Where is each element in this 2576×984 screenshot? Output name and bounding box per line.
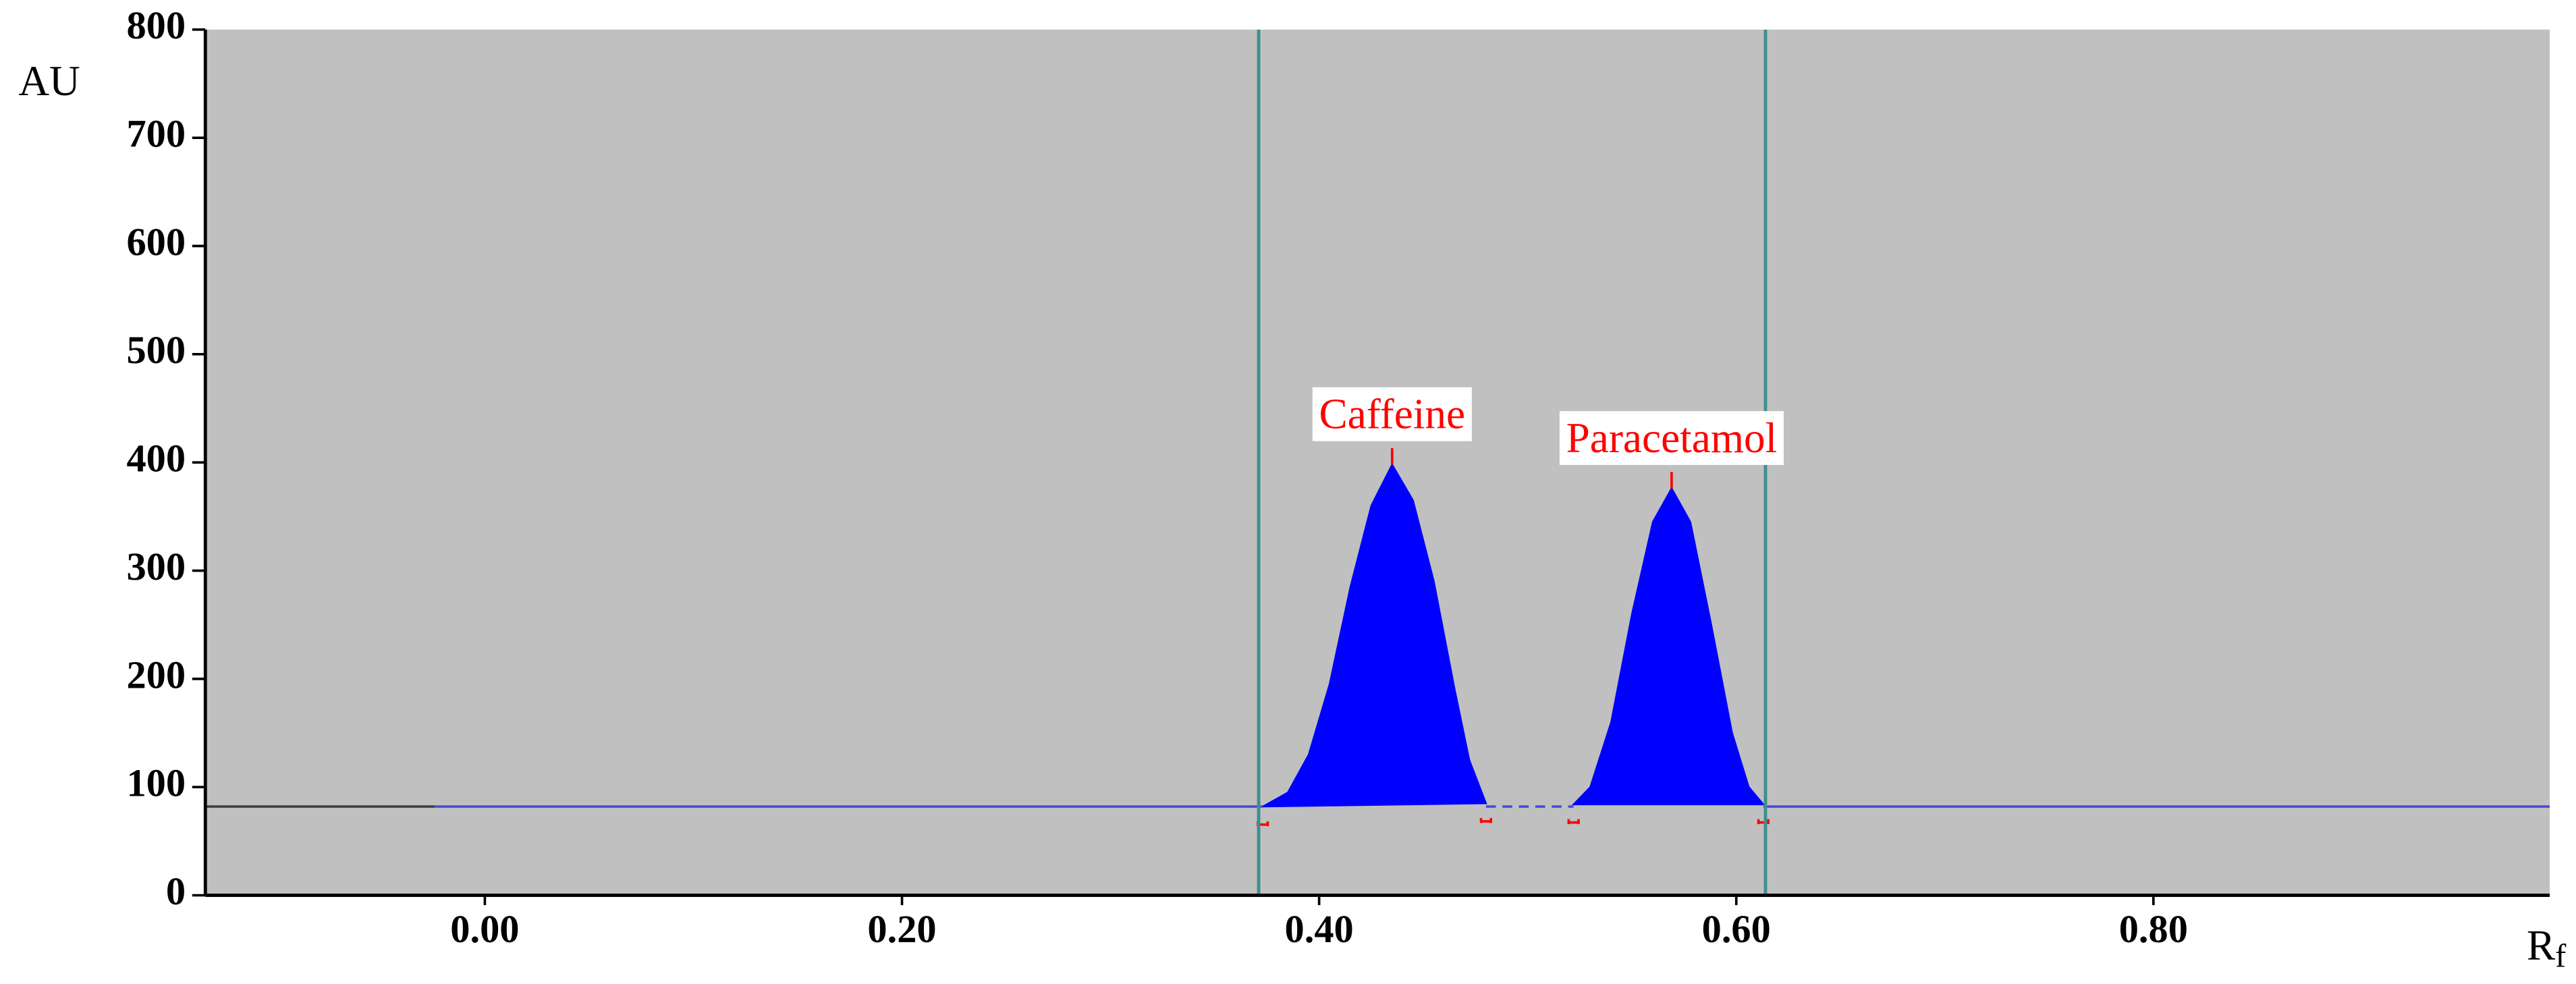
annotation: Paracetamol	[1559, 411, 1784, 465]
y-tick-label: 400	[126, 437, 186, 481]
annotation-box	[1312, 387, 1472, 441]
x-axis-label-sub: f	[2555, 938, 2567, 975]
x-tick-label: 0.60	[1702, 907, 1771, 951]
x-axis-label-main: R	[2527, 921, 2556, 968]
y-axis-label: AU	[18, 57, 80, 105]
peak-area	[1571, 487, 1765, 806]
peak-boundary	[1567, 819, 1580, 825]
x-tick-label: 0.00	[450, 907, 519, 951]
x-tick-label: 0.40	[1285, 907, 1354, 951]
y-tick-label: 500	[126, 328, 186, 372]
y-tick-label: 100	[126, 761, 186, 805]
annotation: Caffeine	[1312, 387, 1472, 441]
x-tick-label: 0.20	[867, 907, 936, 951]
y-tick-label: 800	[126, 3, 186, 47]
y-tick-label: 0	[166, 869, 186, 913]
peak-area	[1262, 462, 1487, 808]
x-tick-label: 0.80	[2119, 907, 2188, 951]
y-tick-label: 300	[126, 545, 186, 589]
annotation-box	[1559, 411, 1784, 465]
y-tick-label: 700	[126, 112, 186, 156]
x-axis-label: Rf	[2527, 921, 2567, 974]
annotation-label: Paracetamol	[1566, 414, 1778, 462]
peak-boundary	[1479, 818, 1493, 823]
y-tick-label: 200	[126, 653, 186, 696]
annotation-label: Caffeine	[1319, 391, 1465, 438]
y-tick-label: 600	[126, 220, 186, 264]
